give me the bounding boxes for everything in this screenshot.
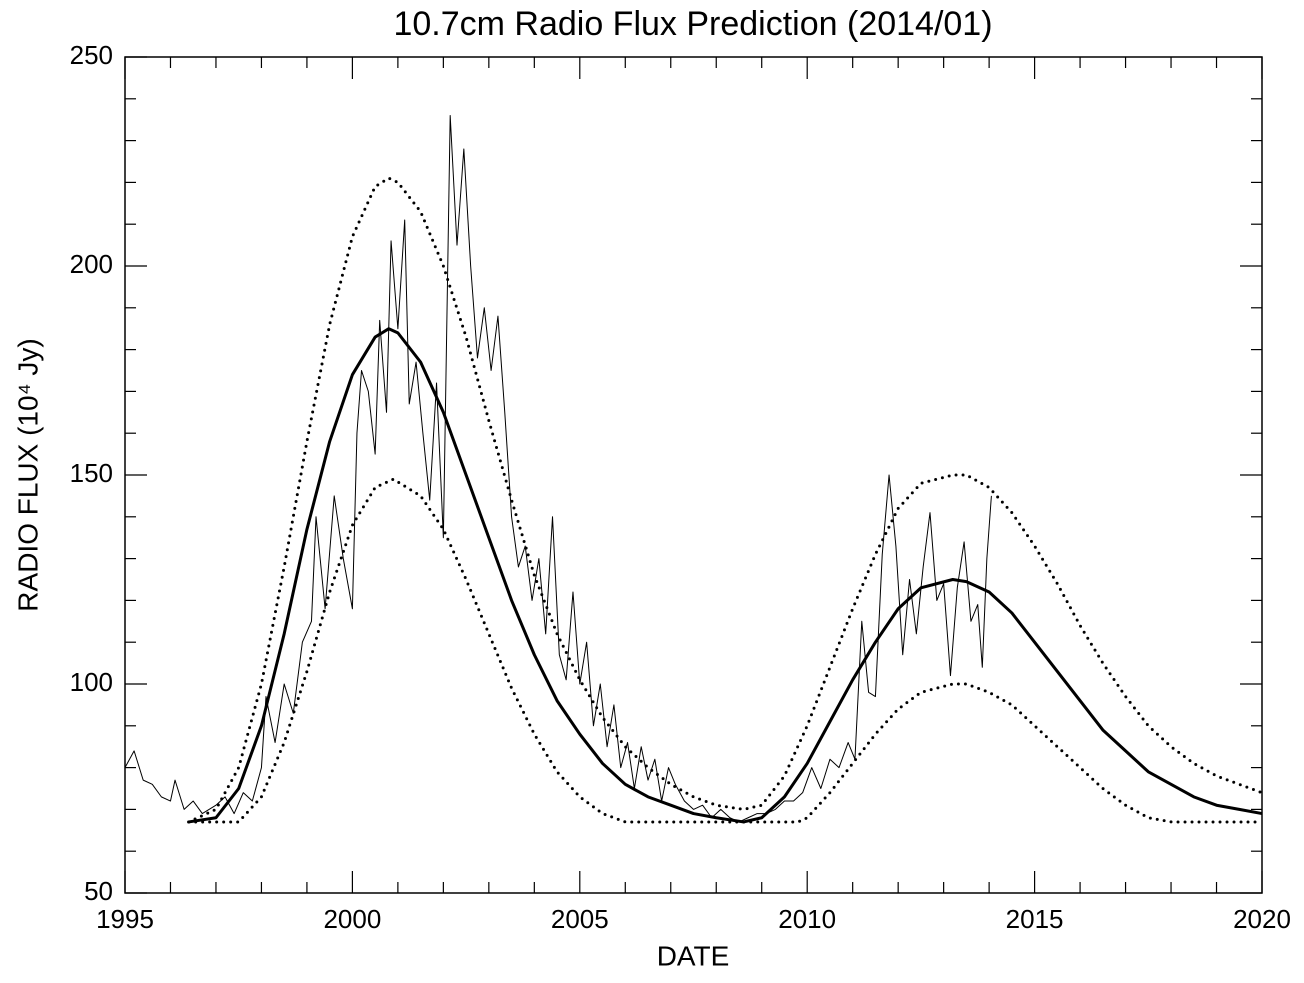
x-axis-label: DATE xyxy=(657,940,730,971)
y-tick-label: 200 xyxy=(70,249,113,279)
y-tick-label: 250 xyxy=(70,40,113,70)
y-tick-label: 100 xyxy=(70,667,113,697)
series-line xyxy=(124,115,992,823)
x-tick-label: 2000 xyxy=(323,904,381,934)
plot-frame xyxy=(124,56,1263,894)
x-tick-label: 2010 xyxy=(778,904,836,934)
series-line xyxy=(187,176,1264,824)
series-line xyxy=(188,327,1263,824)
x-tick-label: 2020 xyxy=(1233,904,1291,934)
x-tick-label: 2005 xyxy=(551,904,609,934)
y-tick-label: 50 xyxy=(84,876,113,906)
series-line xyxy=(187,477,1264,824)
y-tick-label: 150 xyxy=(70,458,113,488)
x-tick-label: 1995 xyxy=(96,904,154,934)
x-tick-label: 2015 xyxy=(1006,904,1064,934)
chart-title: 10.7cm Radio Flux Prediction (2014/01) xyxy=(393,5,992,43)
y-axis-label: RADIO FLUX (10⁴ Jy) xyxy=(12,338,43,611)
